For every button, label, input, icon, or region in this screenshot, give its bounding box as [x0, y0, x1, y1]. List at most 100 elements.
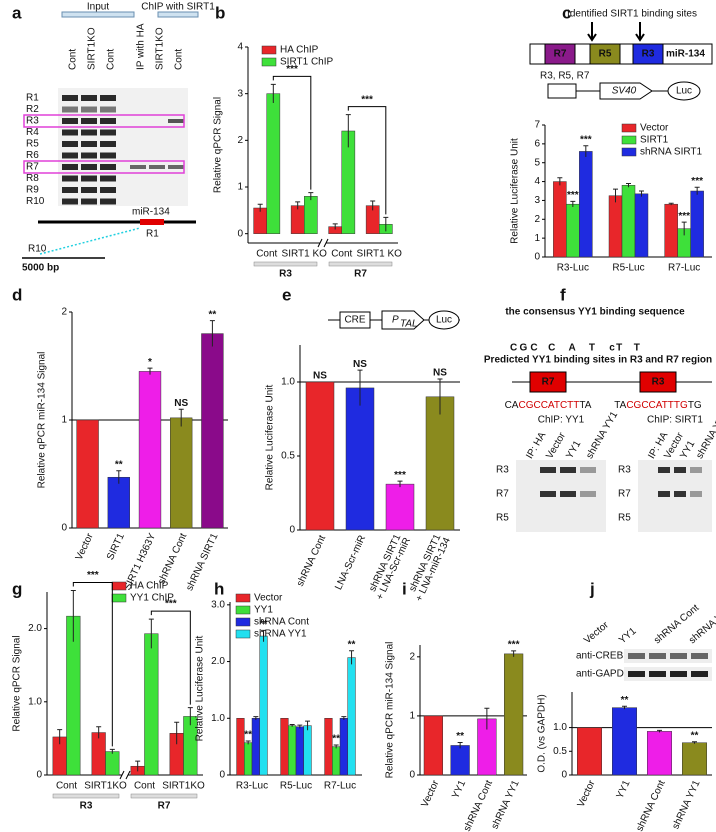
y-tick-label: 1 [534, 233, 540, 244]
error-bar [583, 145, 589, 158]
x-tick-label: SIRT1 KO [282, 249, 328, 260]
y-axis-label: O.D. (vs GAPDH) [537, 694, 548, 772]
bar [324, 718, 333, 776]
x-tick-label: Cont [134, 781, 155, 792]
legend-swatch [235, 617, 251, 627]
gel-band [62, 175, 78, 182]
bar [504, 653, 524, 776]
legend-label: shRNA Cont [254, 617, 309, 628]
x-tick-label: Vector [74, 531, 96, 562]
bar [621, 185, 636, 258]
blot-lane: YY1 [564, 439, 583, 461]
blot-band [628, 671, 645, 677]
gel-band [62, 129, 78, 136]
blot-band [540, 491, 556, 497]
panel-label: e [282, 285, 291, 304]
gel-band [100, 106, 116, 113]
error-bar [397, 480, 403, 488]
region-label: R7 [26, 162, 39, 173]
gel-band [100, 164, 116, 170]
panel-label: d [12, 285, 22, 304]
annotation: *** [691, 176, 703, 187]
error-bar [147, 367, 153, 375]
panel-label: b [215, 3, 225, 22]
panel-label: i [402, 579, 407, 598]
gel-band [149, 165, 165, 169]
error-bar [341, 716, 347, 720]
gel-band [62, 118, 78, 124]
bar [144, 633, 159, 776]
blot-band [560, 491, 576, 497]
bar [664, 203, 678, 258]
blot-title: ChIP: SIRT1 [647, 415, 703, 426]
y-tick-label: 2.0 [28, 623, 42, 634]
error-bar [694, 186, 700, 195]
bar [450, 745, 470, 776]
gel-band [100, 95, 116, 101]
promoter-arrow [599, 82, 653, 100]
bar [295, 726, 304, 776]
y-tick-label: 0 [289, 525, 295, 536]
x-tick-label: SIRT1KO [162, 781, 205, 792]
gel-band [100, 198, 116, 205]
legend-label: HA ChIP [280, 45, 319, 56]
error-bar [261, 629, 267, 642]
y-tick-label: 0 [61, 523, 67, 534]
error-bar [289, 724, 295, 727]
blot-band [649, 653, 666, 659]
bar [345, 387, 375, 531]
scale-label: 5000 bp [22, 263, 59, 274]
x-tick-label: Cont [256, 249, 277, 260]
error-bar [135, 760, 141, 772]
x-tick-label: shRNA Cont [156, 532, 189, 587]
annotation: ** [260, 619, 268, 630]
region-label: R8 [26, 173, 39, 184]
y-axis-label: Relative Luciferase Unit [265, 384, 276, 490]
error-bar [178, 408, 184, 427]
logo-letter: T [589, 343, 595, 354]
lane-label: Cont [174, 49, 185, 70]
gel-band [81, 141, 97, 147]
bar [266, 93, 281, 234]
y-tick-label: 2 [534, 214, 540, 225]
bar [339, 718, 348, 776]
region-label: R6 [26, 150, 39, 161]
error-bar [270, 83, 276, 103]
legend-swatch [261, 45, 277, 55]
bar [107, 476, 130, 529]
bar [251, 718, 260, 776]
blot-row: R5 [618, 513, 631, 524]
legend-label: SIRT1 ChIP [280, 57, 333, 68]
construct-label: SV40 [612, 86, 637, 97]
bar [170, 417, 193, 529]
error-bar [257, 203, 263, 212]
site-box [529, 371, 567, 393]
arrow [635, 22, 645, 42]
blot [624, 649, 712, 663]
gel-band [81, 129, 97, 136]
blot-band [691, 653, 708, 659]
map-label: R10 [28, 244, 47, 255]
x-tick-label: YY1 [615, 778, 633, 800]
gel-band [81, 118, 97, 124]
header-bar [61, 11, 135, 18]
blot-band [658, 491, 670, 497]
site-block [589, 43, 621, 65]
gene-label: miR-134 [666, 49, 705, 60]
group-label: R3 [80, 801, 93, 812]
bar [253, 207, 267, 234]
y-tick-label: 5 [534, 157, 540, 168]
construct-label: P [392, 315, 399, 326]
y-tick-label: 0 [409, 770, 415, 781]
blot-lane: shRNA YY1 [584, 409, 620, 460]
annotation: ** [621, 695, 629, 706]
legend-swatch [111, 581, 127, 591]
gel-band [81, 164, 97, 170]
legend-label: Vector [254, 593, 283, 604]
group-bar [253, 261, 318, 267]
annotation: *** [394, 470, 406, 481]
x-tick-label: shRNA Cont [295, 534, 328, 589]
legend-label: shRNA SIRT1 [640, 147, 702, 158]
error-bar [297, 724, 303, 729]
